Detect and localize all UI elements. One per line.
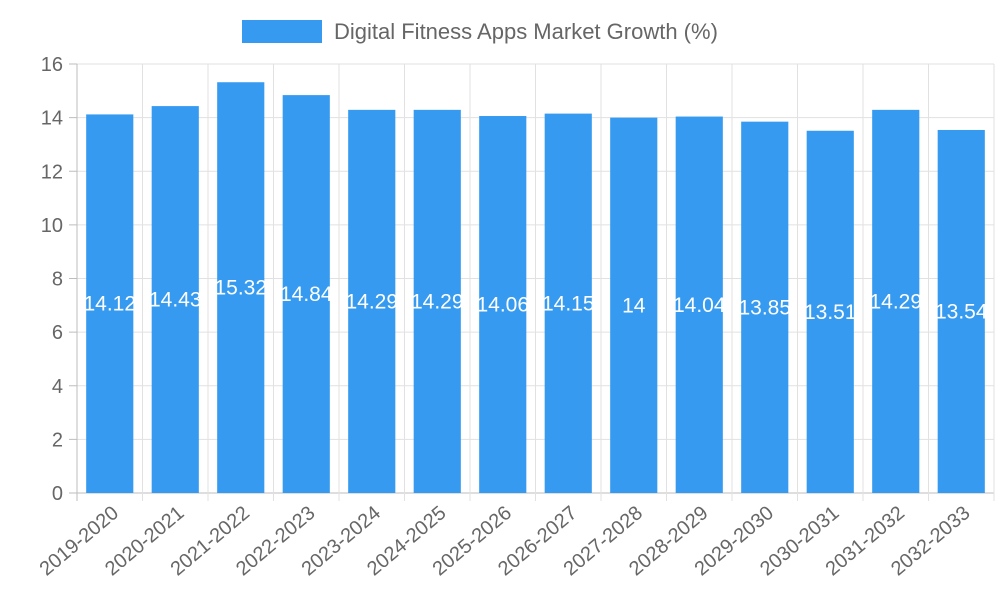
y-tick-label: 16: [41, 54, 63, 76]
bar[interactable]: [872, 109, 920, 494]
bar-value-label: 13.85: [738, 296, 791, 319]
legend[interactable]: Digital Fitness Apps Market Growth (%): [242, 19, 718, 44]
bar[interactable]: [217, 82, 265, 494]
bar-value-label: 14.06: [476, 294, 529, 317]
y-axis: 0 2 4 6 8 10 12 14 16: [41, 54, 77, 505]
bar[interactable]: [86, 114, 134, 493]
y-tick-label: 14: [41, 108, 63, 130]
bar[interactable]: [806, 130, 854, 493]
bar-value-label: 14.29: [869, 290, 922, 313]
bars-layer: [86, 82, 985, 494]
bar-value-label: 14.12: [83, 293, 136, 316]
y-tick-label: 0: [52, 483, 63, 505]
bar-value-label: 13.51: [804, 301, 857, 324]
bar[interactable]: [675, 116, 723, 494]
bar-value-label: 14.29: [345, 290, 398, 313]
bar[interactable]: [282, 95, 330, 493]
bar-value-label: 13.54: [935, 300, 988, 323]
y-tick-label: 4: [52, 376, 63, 398]
legend-label: Digital Fitness Apps Market Growth (%): [334, 19, 718, 44]
y-tick-label: 10: [41, 215, 63, 237]
bar[interactable]: [937, 129, 985, 494]
bar[interactable]: [413, 109, 461, 494]
y-tick-label: 8: [52, 269, 63, 291]
bar[interactable]: [610, 117, 658, 493]
bar-value-label: 14.15: [542, 292, 595, 315]
bar-value-label: 14: [622, 294, 646, 317]
bar[interactable]: [151, 106, 199, 493]
bar-value-label: 14.43: [149, 289, 202, 312]
bar[interactable]: [479, 116, 527, 494]
bar-value-label: 14.04: [673, 294, 726, 317]
labels-layer: 14.12 14.43 15.32 14.84 14.29 14.29 14.06 14.15…: [83, 277, 987, 324]
y-tick-label: 12: [41, 161, 63, 183]
bar[interactable]: [544, 113, 592, 494]
y-tick-label: 2: [52, 429, 63, 451]
bar[interactable]: [741, 121, 789, 493]
bar[interactable]: [348, 109, 396, 494]
bar-value-label: 15.32: [214, 277, 267, 300]
bar-value-label: 14.29: [411, 290, 464, 313]
y-tick-label: 6: [52, 322, 63, 344]
bar-value-label: 14.84: [280, 283, 333, 306]
legend-swatch: [242, 20, 322, 43]
x-axis: 2019-20202020-20212021-20222022-20232023…: [36, 502, 975, 580]
